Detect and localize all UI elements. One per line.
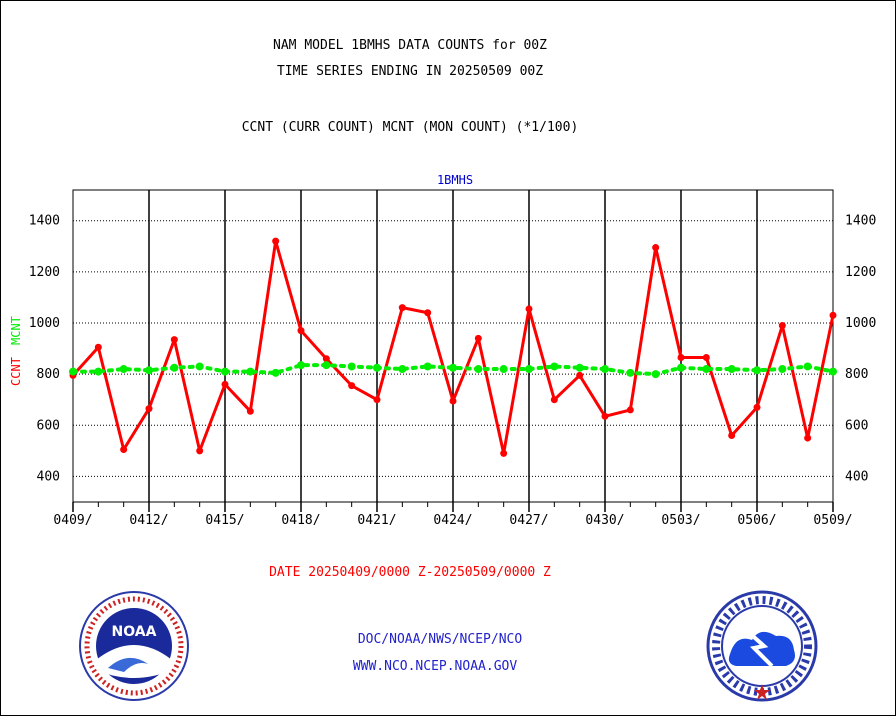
- data-point-ccnt: [196, 447, 204, 455]
- data-point-mcnt: [145, 366, 153, 375]
- data-point-ccnt: [449, 397, 457, 405]
- data-point-mcnt: [550, 362, 559, 371]
- y-tick-label-right: 1200: [845, 265, 876, 280]
- data-point-mcnt: [702, 365, 711, 374]
- y-tick-label-left: 600: [37, 418, 60, 433]
- x-tick-label: 0409/: [53, 513, 92, 528]
- x-tick-label: 0509/: [813, 513, 852, 528]
- data-point-mcnt: [423, 362, 432, 371]
- x-tick-label: 0418/: [281, 513, 320, 528]
- data-point-mcnt: [373, 363, 381, 372]
- data-point-mcnt: [829, 367, 837, 376]
- y-tick-label-right: 1400: [845, 214, 876, 229]
- data-point-mcnt: [525, 365, 533, 374]
- noaa-logo-text: NOAA: [112, 624, 157, 640]
- data-point-mcnt: [246, 367, 255, 376]
- data-point-ccnt: [221, 380, 229, 388]
- data-point-ccnt: [525, 305, 533, 313]
- data-point-mcnt: [221, 367, 229, 376]
- x-tick-label: 0424/: [433, 513, 472, 528]
- data-point-ccnt: [322, 355, 330, 363]
- data-point-mcnt: [753, 366, 761, 375]
- data-point-mcnt: [119, 365, 128, 374]
- y-tick-label-left: 1000: [29, 316, 60, 331]
- data-point-ccnt: [272, 237, 280, 245]
- noaa-logo: NOAA: [79, 591, 189, 701]
- data-point-ccnt: [474, 334, 482, 342]
- data-point-mcnt: [297, 361, 305, 370]
- data-point-mcnt: [94, 367, 103, 376]
- data-point-mcnt: [347, 362, 356, 371]
- data-point-ccnt: [728, 432, 736, 440]
- panel-title: 1BMHS: [437, 173, 473, 187]
- data-point-ccnt: [601, 412, 609, 420]
- data-point-mcnt: [449, 363, 457, 372]
- data-point-ccnt: [424, 309, 432, 317]
- data-point-mcnt: [651, 370, 660, 379]
- x-tick-label: 0427/: [509, 513, 548, 528]
- y-tick-label-left: 1400: [29, 214, 60, 229]
- data-point-mcnt: [170, 363, 179, 372]
- data-point-ccnt: [500, 449, 508, 457]
- data-point-mcnt: [474, 365, 483, 374]
- data-point-mcnt: [677, 363, 685, 372]
- x-tick-label: 0415/: [205, 513, 244, 528]
- y-tick-label-right: 400: [845, 469, 868, 484]
- nws-logo: [706, 590, 818, 702]
- chart-title-line1: NAM MODEL 1BMHS DATA COUNTS for 00Z: [273, 38, 547, 53]
- data-point-ccnt: [348, 382, 356, 390]
- x-tick-label: 0421/: [357, 513, 396, 528]
- data-point-ccnt: [778, 322, 786, 330]
- ylabel-mcnt: MCNT: [9, 316, 23, 345]
- chart-subtitle: CCNT (CURR COUNT) MCNT (MON COUNT) (*1/1…: [241, 120, 579, 135]
- y-tick-label-left: 1200: [29, 265, 60, 280]
- data-point-ccnt: [170, 336, 178, 344]
- data-point-mcnt: [322, 361, 331, 370]
- x-tick-label: 0412/: [129, 513, 168, 528]
- data-point-ccnt: [550, 396, 558, 404]
- data-point-ccnt: [677, 354, 685, 362]
- data-point-mcnt: [195, 362, 204, 371]
- org-line: DOC/NOAA/NWS/NCEP/NCO: [357, 632, 523, 647]
- data-point-ccnt: [145, 405, 153, 413]
- y-tick-label-right: 600: [845, 418, 868, 433]
- y-tick-label-right: 800: [845, 367, 868, 382]
- data-point-mcnt: [499, 365, 508, 374]
- data-point-mcnt: [69, 367, 77, 376]
- x-tick-label: 0506/: [737, 513, 776, 528]
- x-tick-label: 0503/: [661, 513, 700, 528]
- ylabel-ccnt: CCNT: [9, 357, 23, 386]
- url-link[interactable]: WWW.NCO.NCEP.NOAA.GOV: [352, 659, 518, 674]
- data-point-ccnt: [297, 327, 305, 335]
- data-point-ccnt: [373, 396, 381, 404]
- data-point-mcnt: [601, 365, 609, 374]
- data-point-ccnt: [398, 304, 406, 312]
- x-tick-label: 0430/: [585, 513, 624, 528]
- data-point-ccnt: [576, 371, 584, 379]
- data-point-ccnt: [246, 407, 254, 415]
- data-point-mcnt: [727, 365, 736, 374]
- data-point-ccnt: [94, 343, 102, 351]
- y-tick-label-left: 800: [37, 367, 60, 382]
- data-point-ccnt: [702, 354, 710, 362]
- data-point-mcnt: [803, 362, 812, 371]
- data-point-ccnt: [804, 434, 812, 442]
- data-point-mcnt: [398, 365, 407, 374]
- data-point-ccnt: [120, 446, 128, 454]
- y-tick-label-right: 1000: [845, 316, 876, 331]
- data-point-mcnt: [575, 363, 584, 372]
- data-point-ccnt: [626, 406, 634, 414]
- data-point-ccnt: [829, 311, 837, 319]
- data-point-mcnt: [778, 365, 787, 374]
- data-point-mcnt: [626, 368, 635, 377]
- data-point-ccnt: [652, 244, 660, 252]
- y-tick-label-left: 400: [37, 469, 60, 484]
- data-point-mcnt: [271, 368, 280, 377]
- data-point-ccnt: [753, 403, 761, 411]
- chart-title-line2: TIME SERIES ENDING IN 20250509 00Z: [276, 64, 544, 79]
- date-range-label: DATE 20250409/0000 Z-20250509/0000 Z: [269, 565, 551, 580]
